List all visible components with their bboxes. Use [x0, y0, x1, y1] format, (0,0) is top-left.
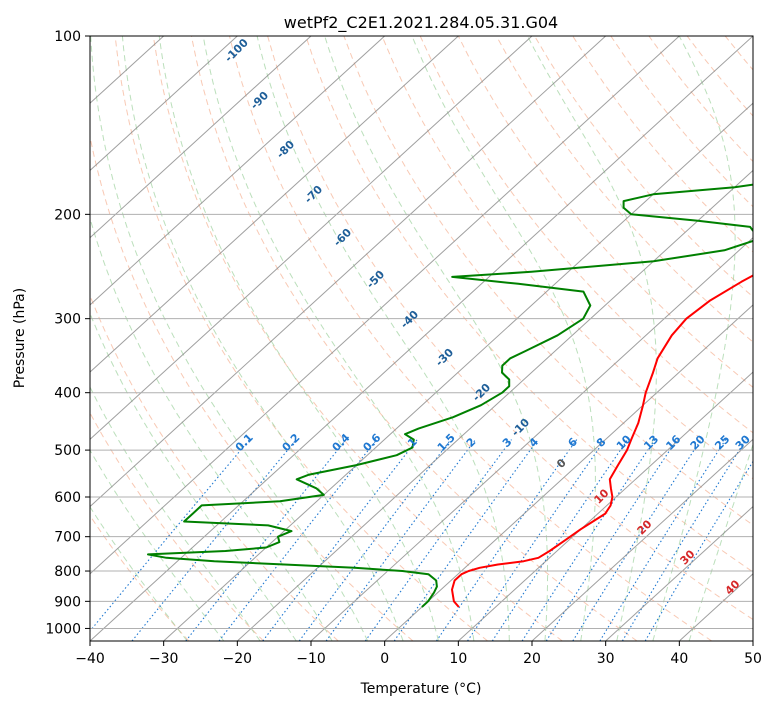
isotherm-line	[90, 36, 680, 575]
temperature-profile-line	[451, 274, 753, 608]
profiles	[147, 183, 753, 608]
isotherm-line	[531, 438, 753, 641]
mixing-ratio-line	[218, 439, 378, 641]
dry-adiabat-line	[190, 36, 638, 641]
x-tick-label: 40	[670, 651, 688, 667]
moist-adiabat-line	[256, 36, 510, 641]
grid-lines	[90, 36, 753, 641]
y-tick-label: 400	[54, 386, 81, 402]
x-tick-label: −10	[296, 651, 326, 667]
dry-adiabat-line	[305, 36, 753, 573]
isotherm-line	[90, 36, 459, 373]
x-tick-label: −30	[149, 651, 179, 667]
y-tick-label: 200	[54, 207, 81, 223]
y-tick-label: 100	[54, 29, 81, 45]
dry-adiabat-line	[419, 36, 753, 434]
isotherm-line	[90, 36, 238, 172]
moist-adiabat-line	[90, 449, 225, 641]
mixing-ratio-line	[572, 439, 702, 641]
moist-adiabat-line	[90, 216, 333, 641]
mixing-ratio-line	[521, 439, 656, 641]
moist-adiabat-line	[158, 36, 439, 641]
x-axis-title: Temperature (°C)	[360, 681, 482, 697]
isotherm-line	[384, 304, 753, 641]
moist-adiabat-line	[202, 36, 475, 641]
dry-adiabat-line	[457, 36, 753, 388]
y-tick-label: 300	[54, 312, 81, 328]
y-axis-title: Pressure (hPa)	[12, 288, 28, 388]
isotherm-line	[310, 236, 753, 641]
dry-adiabat-line	[495, 36, 753, 343]
mixing-ratio-line	[545, 439, 678, 641]
y-axis: 100 200 300 400 500 600 700 800 900 1000	[45, 29, 90, 637]
isotherm-line	[90, 36, 533, 441]
isotherm-line	[90, 36, 607, 508]
dry-adiabat-line	[90, 411, 264, 641]
moist-adiabat-line	[90, 312, 297, 641]
mixing-ratio-line	[599, 439, 727, 641]
moist-adiabat-line	[121, 36, 404, 641]
dry-adiabat-line	[534, 36, 753, 298]
mixing-ratio-line	[364, 439, 512, 641]
dry-adiabat-line	[381, 36, 753, 480]
chart-title: wetPf2_C2E1.2021.284.05.31.G04	[284, 13, 558, 33]
isotherm-line	[90, 36, 753, 641]
isotherm-line	[90, 36, 312, 239]
moist-adiabat-line	[652, 36, 736, 641]
moist-adiabat-line	[90, 36, 369, 641]
y-tick-label: 1000	[45, 621, 81, 637]
moist-adiabat-line	[411, 36, 596, 641]
isotherm-line	[90, 36, 386, 306]
moist-adiabat-line	[324, 36, 549, 641]
mixing-ratio-line	[325, 439, 476, 641]
y-tick-label: 500	[54, 443, 81, 459]
x-tick-label: −40	[75, 651, 105, 667]
plot-frame	[89, 35, 754, 642]
x-tick-label: 50	[744, 651, 762, 667]
isotherm-line	[163, 102, 753, 641]
moist-adiabat-line	[90, 386, 261, 641]
mixing-ratio-line	[467, 439, 606, 641]
y-tick-label: 700	[54, 530, 81, 546]
y-tick-label: 900	[54, 594, 81, 610]
mixing-ratio-line	[621, 439, 747, 641]
x-tick-label: 20	[523, 651, 541, 667]
x-axis: −40 −30 −20 −10 0 10 20 30 40 50	[75, 641, 762, 667]
dry-adiabat-line	[267, 36, 753, 621]
dry-adiabat-line	[90, 134, 414, 641]
moist-adiabat-line	[90, 505, 188, 641]
dry-adiabat-line	[90, 514, 190, 641]
dry-adiabat-line	[114, 36, 488, 641]
y-tick-label: 800	[54, 564, 81, 580]
dewpoint-profile-line	[147, 183, 753, 608]
moist-adiabat-line	[688, 443, 753, 641]
x-tick-label: 30	[597, 651, 615, 667]
mixing-ratio-line	[644, 460, 753, 641]
y-tick-label: 600	[54, 490, 81, 506]
x-tick-label: 10	[449, 651, 467, 667]
dry-adiabat-line	[229, 36, 712, 641]
mixing-ratio-line	[491, 439, 629, 641]
isotherm-line	[457, 371, 753, 641]
x-tick-label: 0	[380, 651, 389, 667]
x-tick-label: −20	[223, 651, 253, 667]
dry-adiabat-line	[152, 36, 563, 641]
mixing-ratio-line	[435, 439, 578, 641]
isotherm-line	[236, 169, 753, 641]
mixing-ratio-line	[90, 439, 251, 632]
isotherm-line	[605, 505, 753, 641]
